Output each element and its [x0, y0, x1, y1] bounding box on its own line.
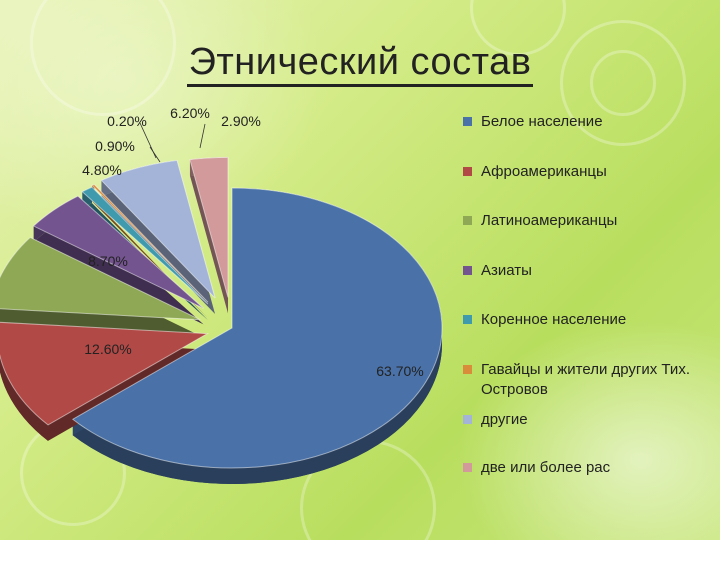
data-label: 2.90%: [221, 113, 261, 129]
legend-swatch: [463, 266, 472, 275]
legend-label: Гавайцы и жители других Тих. Островов: [481, 361, 690, 398]
legend-label: Афроамериканцы: [481, 163, 607, 180]
leader-line: [199, 123, 206, 149]
legend-swatch: [463, 365, 472, 374]
legend-label: Коренное население: [481, 311, 627, 328]
pie-slice-5: [91, 183, 209, 303]
legend-item: Гавайцы и жители других Тих. Островов: [463, 360, 701, 400]
legend-item: другие: [463, 410, 701, 430]
pie-slice-2: [0, 236, 201, 321]
background-swirl: [560, 20, 686, 146]
legend-item: две или более рас: [463, 458, 701, 478]
data-label: 12.60%: [84, 341, 131, 357]
legend-label: другие: [481, 411, 528, 428]
leader-line: [139, 122, 157, 159]
data-label: 63.70%: [376, 363, 423, 379]
chart-title: Этнический состав: [0, 40, 720, 87]
legend-swatch: [463, 216, 472, 225]
data-label: 8.70%: [88, 253, 128, 269]
pie-slice-6: [100, 159, 216, 299]
legend-item: Белое население: [463, 112, 701, 132]
legend-item: Афроамериканцы: [463, 162, 701, 182]
legend-item: Коренное население: [463, 310, 701, 330]
data-label: 0.90%: [95, 138, 135, 154]
pie-slice-7: [189, 156, 229, 298]
legend-item: Латиноамериканцы: [463, 211, 701, 231]
data-label: 4.80%: [82, 162, 122, 178]
pie-slice-0: [71, 187, 443, 469]
data-label: 6.20%: [170, 105, 210, 121]
pie-slice-3: [32, 195, 204, 309]
legend-swatch: [463, 117, 472, 126]
legend-swatch: [463, 463, 472, 472]
data-label: 0.20%: [107, 113, 147, 129]
legend-swatch: [463, 415, 472, 424]
legend-item: Азиаты: [463, 261, 701, 281]
leader-line: [149, 146, 161, 163]
legend-label: две или более рас: [481, 459, 611, 476]
pie-chart: 63.70% 12.60% 8.70% 4.80% 0.90% 0.20% 6.20% 2.9…: [0, 105, 443, 485]
legend-label: Белое население: [481, 113, 603, 130]
pie-slice-1: [0, 321, 209, 426]
legend-label: Азиаты: [481, 262, 532, 279]
legend-label: Латиноамериканцы: [481, 212, 618, 229]
legend-swatch: [463, 167, 472, 176]
legend-swatch: [463, 315, 472, 324]
background-swirl: [590, 50, 656, 116]
pie-slice-4: [81, 186, 209, 305]
